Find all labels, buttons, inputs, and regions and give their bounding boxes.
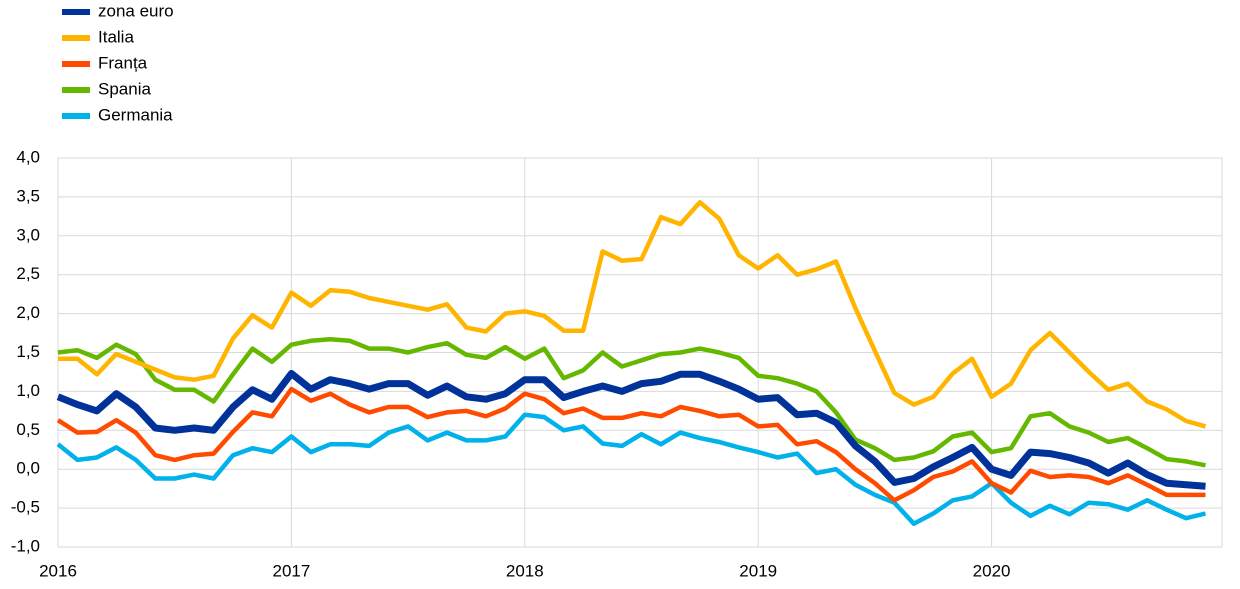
y-tick-label: 3,5 [16, 186, 40, 205]
y-tick-label: 1,0 [16, 381, 40, 400]
series-line [58, 200, 1207, 429]
y-tick-label: -1,0 [11, 536, 40, 555]
x-tick-label: 2018 [506, 561, 544, 580]
y-tick-label: 2,0 [16, 303, 40, 322]
legend-label: Franța [98, 53, 148, 72]
series-line [56, 386, 1206, 503]
y-tick-label: 0,5 [16, 420, 40, 439]
legend-label: Italia [98, 27, 134, 46]
series-line [56, 370, 1206, 490]
x-tick-label: 2017 [272, 561, 310, 580]
x-tick-label: 2016 [39, 561, 77, 580]
y-tick-label: 0,0 [16, 459, 40, 478]
y-tick-label: -0,5 [11, 498, 40, 517]
y-tick-label: 1,5 [16, 342, 40, 361]
series-line [56, 412, 1207, 526]
y-tick-label: 4,0 [16, 147, 40, 166]
legend-label: Germania [98, 105, 173, 124]
legend-label: Spania [98, 79, 151, 98]
y-tick-label: 3,0 [16, 225, 40, 244]
x-tick-label: 2020 [973, 561, 1011, 580]
y-tick-label: 2,5 [16, 264, 40, 283]
series-line [57, 337, 1206, 468]
x-tick-label: 2019 [739, 561, 777, 580]
legend-label: zona euro [98, 1, 174, 20]
